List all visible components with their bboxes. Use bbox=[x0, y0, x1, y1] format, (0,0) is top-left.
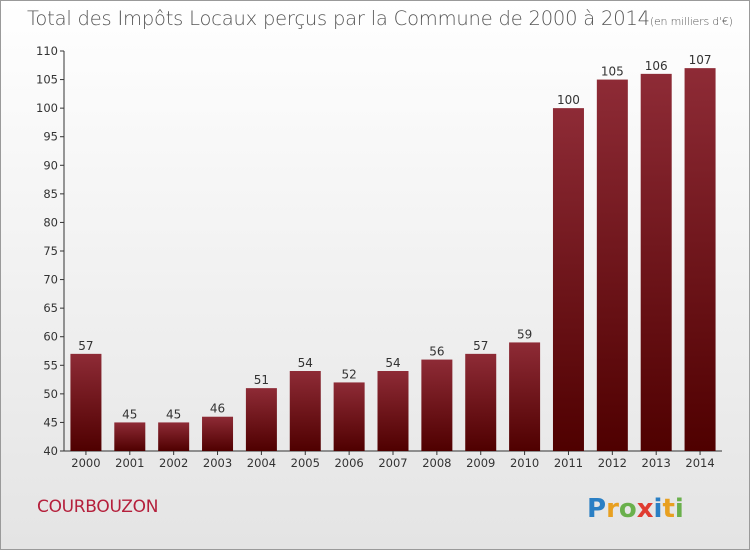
bar bbox=[70, 353, 102, 451]
bar-value-label: 52 bbox=[341, 367, 356, 381]
svg-text:Proxiti: Proxiti bbox=[587, 494, 684, 524]
bar bbox=[158, 422, 190, 451]
y-tick-label: 65 bbox=[43, 301, 58, 315]
bar bbox=[684, 68, 716, 452]
chart-title: Total des Impôts Locaux perçus par la Co… bbox=[27, 7, 733, 30]
bar bbox=[596, 79, 628, 452]
x-tick-label: 2004 bbox=[247, 456, 276, 470]
bar-chart: 40 45 50 55 60 65 70 75 80 85 90 95 100 105 110 2000 200… bbox=[36, 44, 722, 470]
bar-value-label: 57 bbox=[473, 339, 488, 353]
y-tick-label: 50 bbox=[43, 387, 58, 401]
y-tick-label: 105 bbox=[36, 73, 58, 87]
x-tick-label: 2008 bbox=[422, 456, 451, 470]
x-tick-label: 2013 bbox=[642, 456, 671, 470]
bar bbox=[245, 388, 277, 451]
bar-value-label: 46 bbox=[210, 402, 225, 416]
bar-value-label: 56 bbox=[429, 345, 444, 359]
bar bbox=[421, 359, 453, 451]
x-tick-label: 2000 bbox=[71, 456, 100, 470]
bar-value-label: 54 bbox=[385, 356, 400, 370]
proxiti-logo: Proxiti bbox=[587, 494, 684, 524]
y-tick-label: 100 bbox=[36, 101, 58, 115]
y-tick-label: 90 bbox=[43, 158, 58, 172]
bar bbox=[640, 73, 672, 451]
bar-value-label: 107 bbox=[689, 53, 712, 67]
y-tick-label: 110 bbox=[36, 44, 58, 58]
bar bbox=[377, 371, 409, 451]
y-tick-label: 60 bbox=[43, 330, 58, 344]
y-tick-label: 55 bbox=[43, 358, 58, 372]
y-tick-label: 75 bbox=[43, 244, 58, 258]
bar-value-label: 45 bbox=[122, 407, 137, 421]
bar bbox=[509, 342, 541, 451]
bar-value-label: 105 bbox=[601, 65, 624, 79]
bar bbox=[333, 382, 365, 451]
bar-value-label: 54 bbox=[298, 356, 313, 370]
x-tick-label: 2011 bbox=[554, 456, 583, 470]
bar-value-label: 106 bbox=[645, 59, 668, 73]
chart-bars: 57 45 45 46 51 54 52 54 56 57 59 100 105 106 107 bbox=[70, 53, 716, 452]
bar-value-label: 59 bbox=[517, 327, 532, 341]
x-tick-label: 2005 bbox=[291, 456, 320, 470]
bar-value-label: 100 bbox=[557, 93, 580, 107]
bar bbox=[552, 108, 584, 452]
y-tick-label: 80 bbox=[43, 215, 58, 229]
y-tick-label: 95 bbox=[43, 130, 58, 144]
x-tick-label: 2009 bbox=[466, 456, 495, 470]
bar bbox=[202, 416, 234, 451]
x-tick-label: 2003 bbox=[203, 456, 232, 470]
y-tick-label: 45 bbox=[43, 415, 58, 429]
bar bbox=[465, 353, 497, 451]
bar-value-label: 45 bbox=[166, 407, 181, 421]
y-tick-label: 40 bbox=[43, 444, 58, 458]
y-tick-label: 70 bbox=[43, 273, 58, 287]
bar-value-label: 51 bbox=[254, 373, 269, 387]
bar bbox=[289, 371, 321, 451]
commune-name: COURBOUZON bbox=[37, 497, 159, 517]
bar bbox=[114, 422, 146, 451]
y-tick-label: 85 bbox=[43, 187, 58, 201]
x-tick-label: 2007 bbox=[378, 456, 407, 470]
x-tick-label: 2002 bbox=[159, 456, 188, 470]
x-tick-label: 2001 bbox=[115, 456, 144, 470]
x-tick-label: 2006 bbox=[334, 456, 363, 470]
chart-unit: (en milliers d'€) bbox=[649, 15, 733, 28]
x-tick-label: 2014 bbox=[685, 456, 714, 470]
x-tick-label: 2012 bbox=[598, 456, 627, 470]
bar-value-label: 57 bbox=[78, 339, 93, 353]
x-tick-label: 2010 bbox=[510, 456, 539, 470]
chart-title-text: Total des Impôts Locaux perçus par la Co… bbox=[27, 7, 650, 30]
